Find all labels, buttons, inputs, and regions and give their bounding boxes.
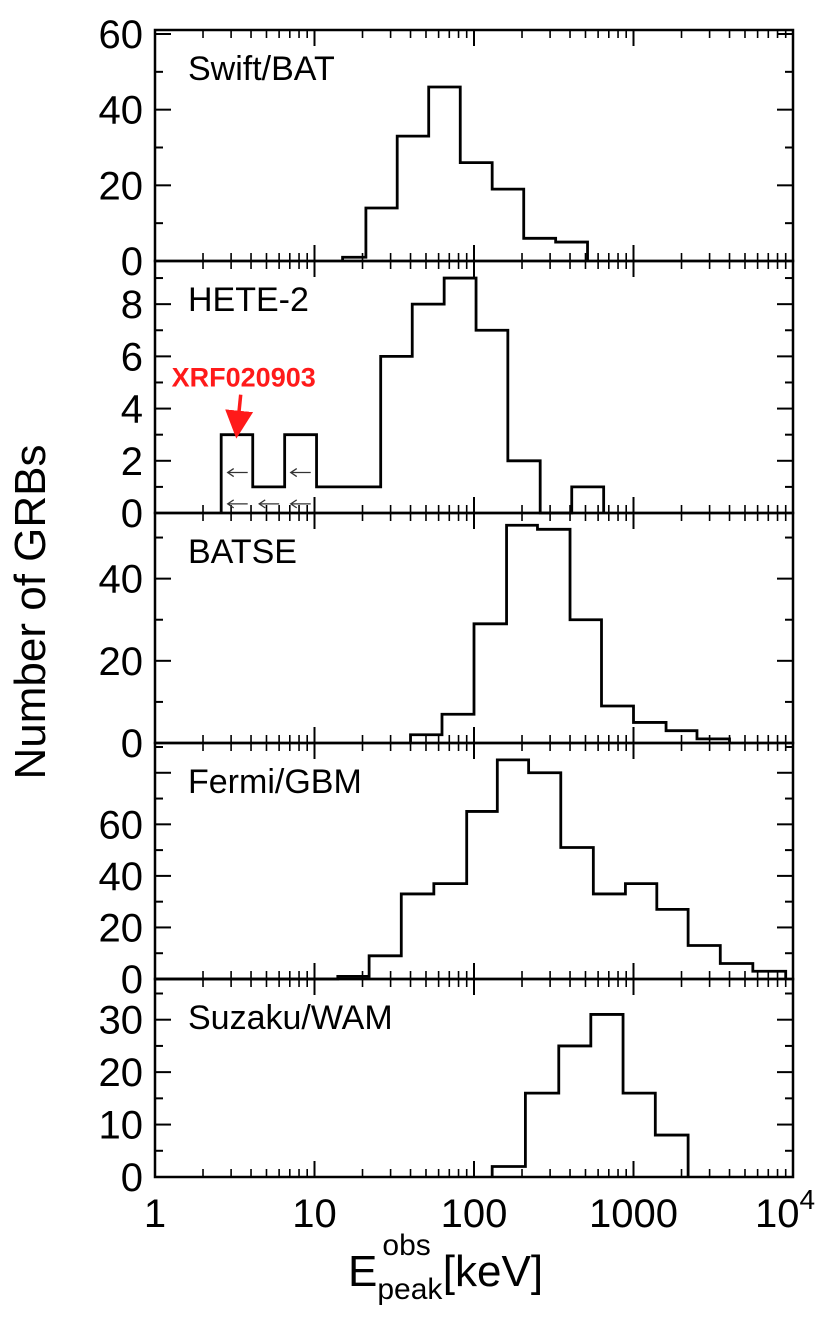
- x-axis: 1 10 100 1000 104: [144, 1184, 815, 1236]
- y-tick-label: 2: [121, 440, 143, 484]
- panels-group: 0 20 40 60 Swift/BAT 0 2 4 6 8 XRF020903 HETE-2 0 20 4…: [99, 13, 795, 1200]
- x-axis-title-sub: peak: [377, 1273, 443, 1306]
- histogram-outline: [155, 758, 788, 981]
- upper-limit-arrow: [226, 499, 248, 509]
- x-tick-label-base: 10: [755, 1192, 800, 1236]
- y-tick-label: 40: [99, 855, 144, 899]
- y-tick-label: 0: [121, 1156, 143, 1200]
- y-tick-label: 30: [99, 999, 144, 1043]
- y-tick-label: 60: [99, 803, 144, 847]
- panel-title: BATSE: [188, 533, 297, 571]
- x-axis-title-main: E: [348, 1247, 377, 1296]
- arrow-head: [289, 499, 298, 509]
- upper-limit-arrow: [226, 467, 248, 478]
- x-tick-label-base: 1000: [589, 1192, 678, 1236]
- y-tick-label: 8: [121, 283, 143, 327]
- y-tick-label: 0: [121, 492, 143, 536]
- x-tick-label: 100: [441, 1192, 508, 1236]
- histogram-outline: [490, 1013, 690, 1177]
- y-tick-label: 6: [121, 335, 143, 379]
- x-tick-label-base: 1: [144, 1192, 166, 1236]
- annotation-label: XRF020903: [172, 363, 316, 393]
- x-axis-title-sup: obs: [382, 1229, 430, 1262]
- y-tick-label: 0: [121, 722, 143, 766]
- y-tick-label: 40: [99, 558, 144, 602]
- x-tick-label: 1: [144, 1192, 166, 1236]
- histogram-panel-5: 0 10 20 30 Suzaku/WAM: [99, 977, 795, 1200]
- panel-title: Suzaku/WAM: [188, 999, 393, 1037]
- panel-title: Fermi/GBM: [188, 763, 362, 801]
- annotation-arrow: [225, 394, 254, 439]
- x-tick-label-base: 100: [441, 1192, 508, 1236]
- upper-limit-arrow: [289, 499, 311, 509]
- upper-limit-arrow: [289, 467, 311, 478]
- y-tick-label: 10: [99, 1104, 144, 1148]
- x-tick-label-base: 10: [292, 1192, 337, 1236]
- x-tick-label: 10: [292, 1192, 337, 1236]
- y-tick-label: 60: [99, 13, 144, 57]
- x-tick-label: 1000: [589, 1192, 678, 1236]
- y-tick-label: 0: [121, 958, 143, 1002]
- y-tick-label: 4: [121, 388, 143, 432]
- histogram-panel-4: 0 20 40 60 Fermi/GBM: [99, 741, 795, 1002]
- y-axis-title: Number of GRBs: [6, 445, 55, 780]
- panel-title: HETE-2: [188, 281, 309, 319]
- upper-limit-arrow: [258, 499, 280, 509]
- histogram-outline: [409, 523, 731, 743]
- histogram-outline: [341, 85, 589, 261]
- x-axis-title-unit: [keV]: [443, 1247, 543, 1296]
- panel-title: Swift/BAT: [188, 50, 335, 88]
- x-axis-title: Epeak obs [keV]: [348, 1229, 543, 1306]
- y-tick-label: 20: [99, 1051, 144, 1095]
- arrow-head: [226, 467, 235, 478]
- y-tick-label: 40: [99, 89, 144, 133]
- y-tick-label: 0: [121, 240, 143, 284]
- y-tick-label: 20: [99, 164, 144, 208]
- histogram-panel-1: 0 20 40 60 Swift/BAT: [99, 13, 795, 284]
- x-tick-label-exponent: 4: [799, 1184, 815, 1215]
- arrow-head: [258, 499, 266, 509]
- y-tick-label: 20: [99, 906, 144, 950]
- x-tick-label: 104: [755, 1184, 815, 1236]
- arrow-head: [226, 499, 235, 509]
- histogram-panel-2: 0 2 4 6 8 XRF020903 HETE-2: [121, 259, 795, 536]
- y-tick-label: 20: [99, 640, 144, 684]
- arrow-head: [289, 467, 298, 478]
- histogram-panel-3: 0 20 40 BATSE: [99, 511, 795, 766]
